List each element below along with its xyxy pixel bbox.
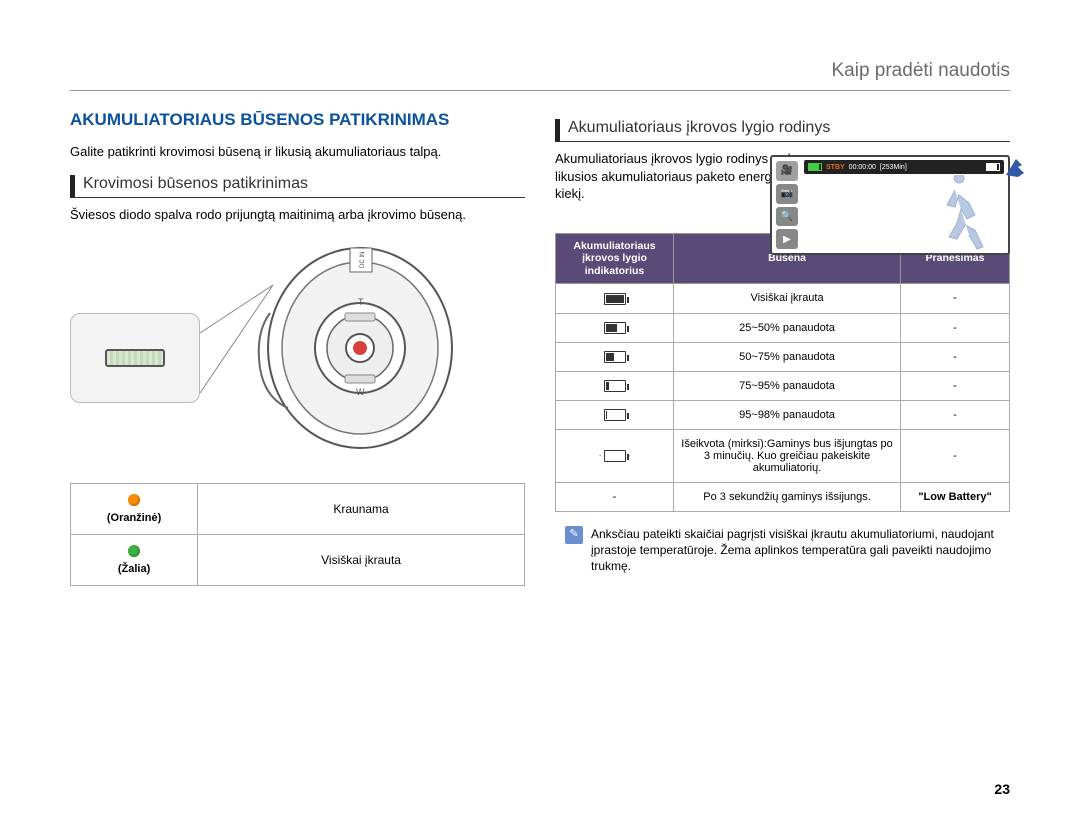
battery-status-cell: Po 3 sekundžių gaminys išsijungs. bbox=[674, 482, 901, 511]
svg-text:T: T bbox=[358, 297, 364, 307]
lcd-screen-mock: STBY 00:00:00 [253Min] 🎥 📷 🔍 ▶ bbox=[770, 155, 1010, 255]
led-callout bbox=[70, 313, 200, 403]
led-dot-icon bbox=[128, 494, 140, 506]
stby-time: 00:00:00 bbox=[849, 164, 876, 171]
battery-message-cell: - bbox=[901, 400, 1010, 429]
battery-level-icon bbox=[604, 380, 626, 392]
left-sub-text: Šviesos diodo spalva rodo prijungtą mait… bbox=[70, 206, 525, 224]
stby-label: STBY bbox=[826, 164, 845, 171]
battery-level-icon bbox=[604, 409, 626, 421]
battery-message-cell: - bbox=[901, 371, 1010, 400]
svg-text:W: W bbox=[356, 387, 365, 397]
charging-table-row: (Oranžinė)Kraunama bbox=[71, 484, 525, 535]
screen-photo-icon: 📷 bbox=[776, 184, 798, 204]
left-column: AKUMULIATORIAUS BŪSENOS PATIKRINIMAS Gal… bbox=[70, 109, 525, 586]
battery-message-cell: - bbox=[901, 284, 1010, 313]
left-intro: Galite patikrinti krovimosi būseną ir li… bbox=[70, 143, 525, 161]
battery-message-cell: "Low Battery" bbox=[901, 482, 1010, 511]
battery-indicator-cell bbox=[556, 342, 674, 371]
screen-statusbar: STBY 00:00:00 [253Min] bbox=[804, 160, 1004, 174]
breadcrumb: Kaip pradėti naudotis bbox=[70, 60, 1010, 91]
note-icon: ✎ bbox=[565, 526, 583, 544]
note-row: ✎ Anksčiau pateikti skaičiai pagrįsti vi… bbox=[565, 526, 1010, 575]
screen-play-icon: ▶ bbox=[776, 229, 798, 249]
charging-table-row: (Žalia)Visiškai įkrauta bbox=[71, 535, 525, 586]
battery-status-cell: 75~95% panaudota bbox=[674, 371, 901, 400]
battery-table-row: -- Išeikvota (mirksi):Gaminys bus išjungt… bbox=[556, 429, 1010, 482]
battery-level-icon bbox=[604, 351, 626, 363]
battery-indicator-cell bbox=[556, 313, 674, 342]
battery-status-cell: 95~98% panaudota bbox=[674, 400, 901, 429]
battery-table-row: 95~98% panaudota- bbox=[556, 400, 1010, 429]
led-icon bbox=[105, 349, 165, 367]
right-sub-heading: Akumuliatoriaus įkrovos lygio rodinys bbox=[555, 119, 1010, 142]
left-sub-heading: Krovimosi būsenos patikrinimas bbox=[70, 175, 525, 198]
battery-level-icon bbox=[604, 322, 626, 334]
screen-zoom-icon: 🔍 bbox=[776, 207, 798, 227]
stby-remain: [253Min] bbox=[880, 164, 907, 171]
battery-highlight-arrow bbox=[1002, 155, 1026, 179]
charging-status-cell: Visiškai įkrauta bbox=[198, 535, 525, 586]
battery-indicator-cell bbox=[556, 400, 674, 429]
battery-indicator-cell bbox=[556, 371, 674, 400]
battery-message-cell: - bbox=[901, 342, 1010, 371]
skater-silhouette bbox=[935, 175, 990, 250]
battery-level-table: Akumuliatoriaus įkrovos lygio indikatori… bbox=[555, 233, 1010, 512]
battery-blink-icon: -- bbox=[599, 450, 630, 462]
camera-top-illustration: T W DC IN bbox=[240, 243, 460, 453]
battery-message-cell: - bbox=[901, 429, 1010, 482]
battery-status-cell: Išeikvota (mirksi):Gaminys bus išjungtas… bbox=[674, 429, 901, 482]
battery-table-row: 25~50% panaudota- bbox=[556, 313, 1010, 342]
battery-table-row: 75~95% panaudota- bbox=[556, 371, 1010, 400]
led-dot-icon bbox=[128, 545, 140, 557]
battery-status-cell: 50~75% panaudota bbox=[674, 342, 901, 371]
note-text: Anksčiau pateikti skaičiai pagrįsti visi… bbox=[591, 526, 1010, 575]
right-intro: Akumuliatoriaus įkrovos lygio rodinys ro… bbox=[555, 150, 805, 203]
camera-diagram: T W DC IN bbox=[70, 243, 525, 453]
led-color-cell: (Žalia) bbox=[71, 535, 198, 586]
led-color-cell: (Oranžinė) bbox=[71, 484, 198, 535]
main-heading: AKUMULIATORIAUS BŪSENOS PATIKRINIMAS bbox=[70, 109, 525, 131]
th-indicator: Akumuliatoriaus įkrovos lygio indikatori… bbox=[556, 233, 674, 284]
charging-status-cell: Kraunama bbox=[198, 484, 525, 535]
battery-status-cell: 25~50% panaudota bbox=[674, 313, 901, 342]
battery-level-icon bbox=[604, 293, 626, 305]
svg-text:DC IN: DC IN bbox=[360, 252, 366, 268]
battery-message-cell: - bbox=[901, 313, 1010, 342]
battery-indicator-cell bbox=[556, 284, 674, 313]
page-number: 23 bbox=[994, 781, 1010, 797]
battery-indicator-cell: -- bbox=[556, 429, 674, 482]
battery-table-row: -Po 3 sekundžių gaminys išsijungs."Low B… bbox=[556, 482, 1010, 511]
battery-status-cell: Visiškai įkrauta bbox=[674, 284, 901, 313]
battery-indicator-cell: - bbox=[556, 482, 674, 511]
charging-status-table: (Oranžinė)Kraunama(Žalia)Visiškai įkraut… bbox=[70, 483, 525, 586]
battery-table-row: Visiškai įkrauta- bbox=[556, 284, 1010, 313]
screen-video-icon: 🎥 bbox=[776, 161, 798, 181]
battery-table-row: 50~75% panaudota- bbox=[556, 342, 1010, 371]
